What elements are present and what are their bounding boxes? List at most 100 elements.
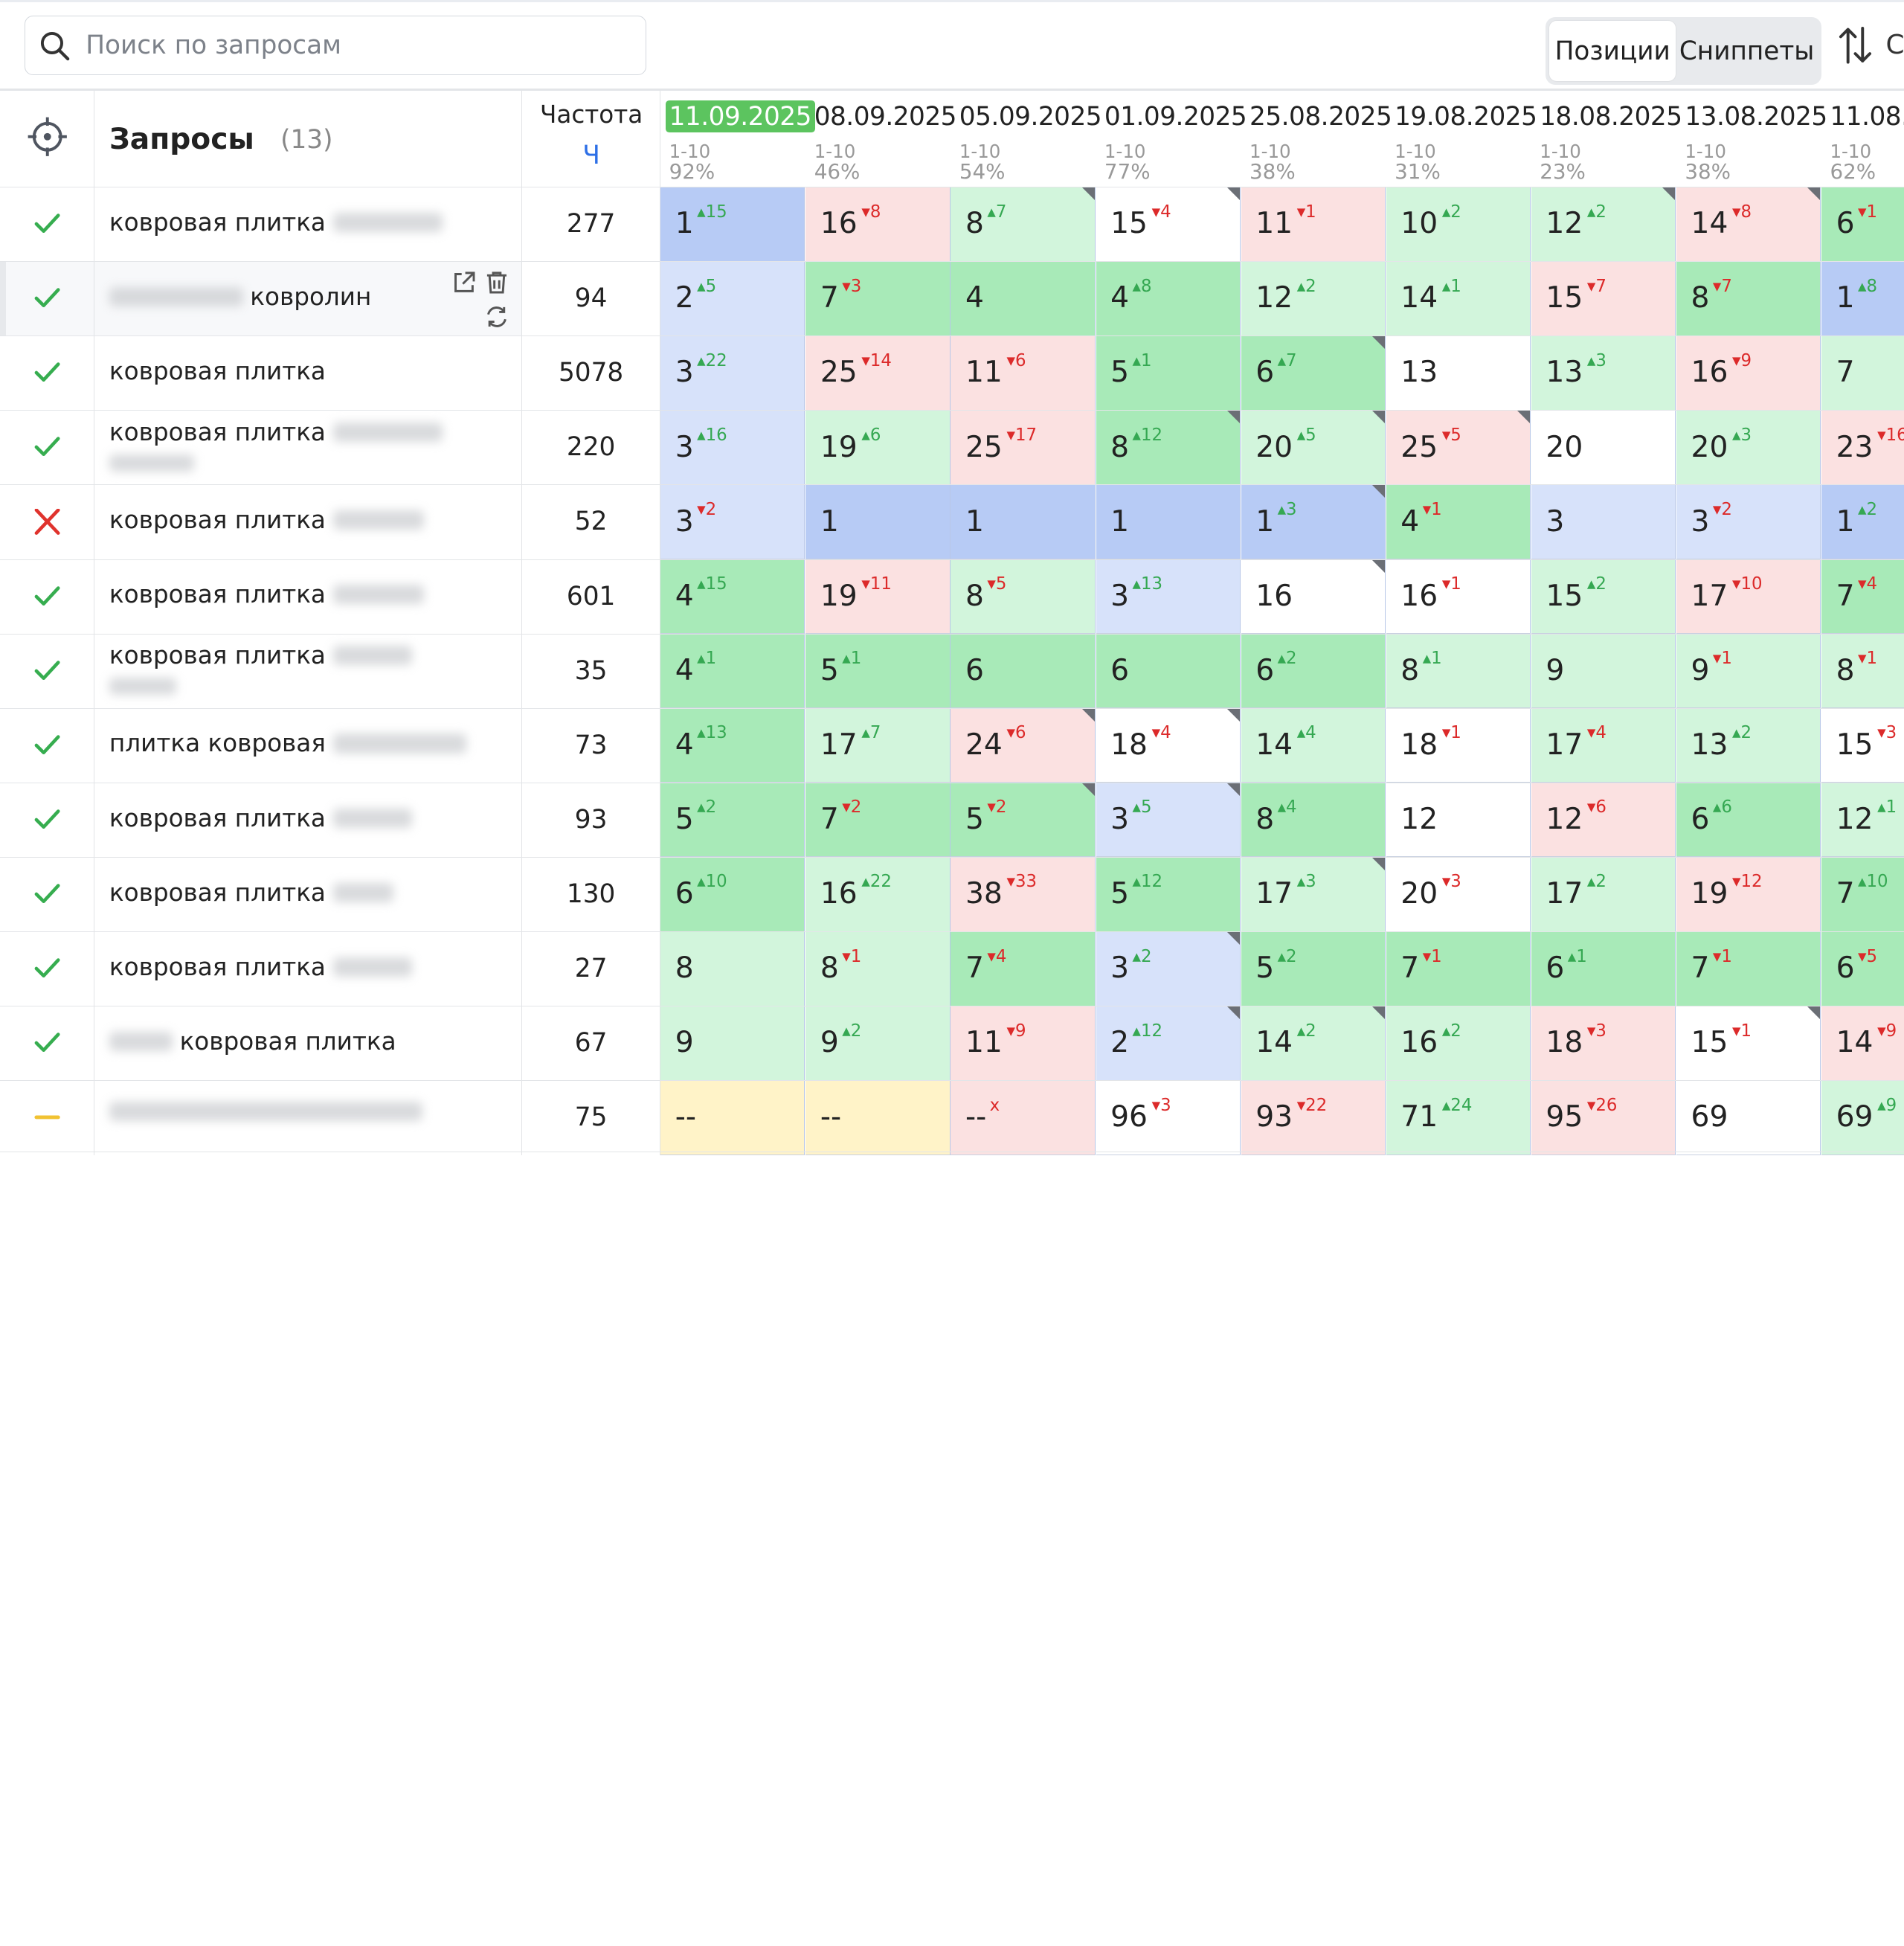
position-cell[interactable]: 4 ▴1 <box>660 634 805 709</box>
position-cell[interactable]: 8 ▴4 <box>1241 783 1386 858</box>
position-cell[interactable]: 16 ▾8 <box>805 187 951 262</box>
position-cell[interactable]: 17 ▾4 <box>1531 708 1676 783</box>
position-cell[interactable]: 9 ▾1 <box>1676 634 1821 709</box>
position-cell[interactable]: 13 <box>1386 336 1531 411</box>
position-cell[interactable]: 15 ▾3 <box>1821 708 1904 783</box>
position-cell[interactable]: 38 ▾33 <box>951 857 1096 932</box>
position-cell[interactable]: 3 ▾2 <box>660 485 805 560</box>
position-cell[interactable]: 12 ▴2 <box>1241 262 1386 336</box>
position-cell[interactable]: 19 ▾12 <box>1676 857 1821 932</box>
position-cell[interactable]: 4 ▴8 <box>1096 262 1241 336</box>
table-row[interactable]: ковровая плитка 67 9 9 ▴2 11 ▾9 2 ▴12 14 ▴2 16 ▴2 18 ▾… <box>0 1006 1904 1081</box>
position-cell[interactable]: 11 ▾6 <box>951 336 1096 411</box>
position-cell[interactable]: 14 ▾9 <box>1821 1006 1904 1081</box>
position-cell[interactable]: 18 ▾1 <box>1386 708 1531 783</box>
table-row[interactable]: ковровая плитка 277 1 ▴15 16 ▾8 8 ▴7 15 ▾4 11 ▾1 10 ▴… <box>0 187 1904 262</box>
position-cell[interactable]: 6 ▴6 <box>1676 783 1821 858</box>
position-cell[interactable]: 3 <box>1531 485 1676 560</box>
position-cell[interactable]: 5 ▾2 <box>951 783 1096 858</box>
date-column-header[interactable]: 25.08.2025 1-10 38% <box>1241 91 1392 187</box>
position-cell[interactable]: 16 ▴22 <box>805 857 951 932</box>
date-column-header[interactable]: 13.08.2025 1-10 38% <box>1676 91 1827 187</box>
position-cell[interactable]: 14 ▴4 <box>1241 708 1386 783</box>
query-cell[interactable]: ковровая плитка <box>94 857 523 932</box>
table-row[interactable]: ковровая плитка 601 4 ▴15 19 ▾11 8 ▾5 3 ▴13 16 16 ▾1… <box>0 559 1904 635</box>
query-cell[interactable]: ковровая плитка <box>94 187 523 262</box>
position-cell[interactable]: 2 ▴12 <box>1096 1006 1241 1081</box>
table-row[interactable]: ковровая плитка 35 4 ▴1 5 ▴1 6 6 6 ▴2 8 ▴1 9 9 ▾1 8 ▾1 <box>0 633 1904 709</box>
position-cell[interactable]: 9 <box>660 1006 805 1081</box>
position-cell[interactable]: 12 <box>1386 783 1531 858</box>
position-cell[interactable]: 7 ▴10 <box>1821 857 1904 932</box>
query-cell[interactable]: плитка ковровая <box>94 708 523 783</box>
position-cell[interactable]: 1 ▴8 <box>1821 262 1904 336</box>
tab-positions[interactable]: Позиции <box>1549 20 1676 82</box>
position-cell[interactable]: 8 ▴7 <box>951 187 1096 262</box>
position-cell[interactable]: 95 ▾26 <box>1531 1081 1676 1155</box>
query-cell[interactable]: ковровая плитка <box>94 932 523 1006</box>
position-cell[interactable]: 11 ▾1 <box>1241 187 1386 262</box>
position-cell[interactable]: 14 ▾8 <box>1676 187 1821 262</box>
position-cell[interactable]: 7 <box>1821 336 1904 411</box>
position-cell[interactable]: 69 <box>1676 1081 1821 1155</box>
position-cell[interactable]: 1 ▴3 <box>1241 485 1386 560</box>
position-cell[interactable]: 4 <box>951 262 1096 336</box>
position-cell[interactable]: 6 ▴2 <box>1241 634 1386 709</box>
position-cell[interactable]: 5 ▴1 <box>1096 336 1241 411</box>
position-cell[interactable]: 6 ▾1 <box>1821 187 1904 262</box>
position-cell[interactable]: 7 ▾2 <box>805 783 951 858</box>
position-cell[interactable]: 1 <box>1096 485 1241 560</box>
position-cell[interactable]: 25 ▾5 <box>1386 411 1531 485</box>
position-cell[interactable]: 8 ▴1 <box>1386 634 1531 709</box>
position-cell[interactable]: 13 ▴2 <box>1676 708 1821 783</box>
position-cell[interactable]: 69 ▴9 <box>1821 1081 1904 1155</box>
position-cell[interactable]: 20 ▾3 <box>1386 857 1531 932</box>
position-cell[interactable]: 8 <box>660 932 805 1006</box>
position-cell[interactable]: 3 ▴13 <box>1096 559 1241 635</box>
freq-type-toggle[interactable]: Ч <box>582 141 600 171</box>
table-row[interactable]: ковровая плитка 130 6 ▴10 16 ▴22 38 ▾33 5 ▴12 17 ▴3… <box>0 856 1904 932</box>
position-cell[interactable]: 15 ▾4 <box>1096 187 1241 262</box>
position-cell[interactable]: 17 ▾10 <box>1676 559 1821 635</box>
position-cell[interactable]: 20 ▴5 <box>1241 411 1386 485</box>
position-cell[interactable]: 12 ▴1 <box>1821 783 1904 858</box>
table-row[interactable]: ковровая плитка 52 3 ▾2 1 1 1 1 ▴3 4 ▾1 3 3 ▾2 1 ▴2 <box>0 484 1904 560</box>
query-cell[interactable]: ковровая плитка <box>94 783 523 858</box>
position-cell[interactable]: 1 <box>805 485 951 560</box>
position-cell[interactable]: 6 <box>1096 634 1241 709</box>
position-cell[interactable]: 2 ▴5 <box>660 262 805 336</box>
position-cell[interactable]: 5 ▴12 <box>1096 857 1241 932</box>
position-cell[interactable]: 17 ▴3 <box>1241 857 1386 932</box>
position-cell[interactable]: 15 ▾7 <box>1531 262 1676 336</box>
position-cell[interactable]: -- <box>660 1081 805 1155</box>
position-cell[interactable]: 12 ▴2 <box>1531 187 1676 262</box>
position-cell[interactable]: 3 ▾2 <box>1676 485 1821 560</box>
position-cell[interactable]: 14 ▴1 <box>1386 262 1531 336</box>
position-cell[interactable]: 6 ▴7 <box>1241 336 1386 411</box>
position-cell[interactable]: 7 ▾4 <box>951 932 1096 1006</box>
position-cell[interactable]: 19 ▴6 <box>805 411 951 485</box>
position-cell[interactable]: 1 ▴2 <box>1821 485 1904 560</box>
search-box[interactable] <box>24 16 646 76</box>
table-row[interactable]: 75 -- -- -- x 96 ▾3 93 ▾22 71 ▴24 95 ▾26 69 69 ▴9 <box>0 1080 1904 1155</box>
position-cell[interactable]: 6 ▾5 <box>1821 932 1904 1006</box>
position-cell[interactable]: 18 ▾3 <box>1531 1006 1676 1081</box>
position-cell[interactable]: 6 ▴10 <box>660 857 805 932</box>
position-cell[interactable]: 1 <box>951 485 1096 560</box>
query-cell[interactable]: ковровая плитка <box>94 336 523 411</box>
query-cell[interactable]: ковровая плитка <box>94 559 523 635</box>
query-cell[interactable] <box>94 1081 523 1155</box>
position-cell[interactable]: 8 ▾1 <box>805 932 951 1006</box>
query-cell[interactable]: ковровая плитка <box>94 485 523 560</box>
position-cell[interactable]: 23▾16 <box>1821 411 1904 485</box>
position-cell[interactable]: 5 ▴2 <box>1241 932 1386 1006</box>
position-cell[interactable]: 20 <box>1531 411 1676 485</box>
position-cell[interactable]: 3 ▴22 <box>660 336 805 411</box>
date-column-header[interactable]: 11.09.2025 1-10 92% <box>660 91 815 187</box>
position-cell[interactable]: 1 ▴15 <box>660 187 805 262</box>
position-cell[interactable]: 4 ▴13 <box>660 708 805 783</box>
position-cell[interactable]: 8 ▴12 <box>1096 411 1241 485</box>
position-cell[interactable]: 17 ▴7 <box>805 708 951 783</box>
position-cell[interactable]: 9 ▴2 <box>805 1006 951 1081</box>
position-cell[interactable]: 7 ▾3 <box>805 262 951 336</box>
